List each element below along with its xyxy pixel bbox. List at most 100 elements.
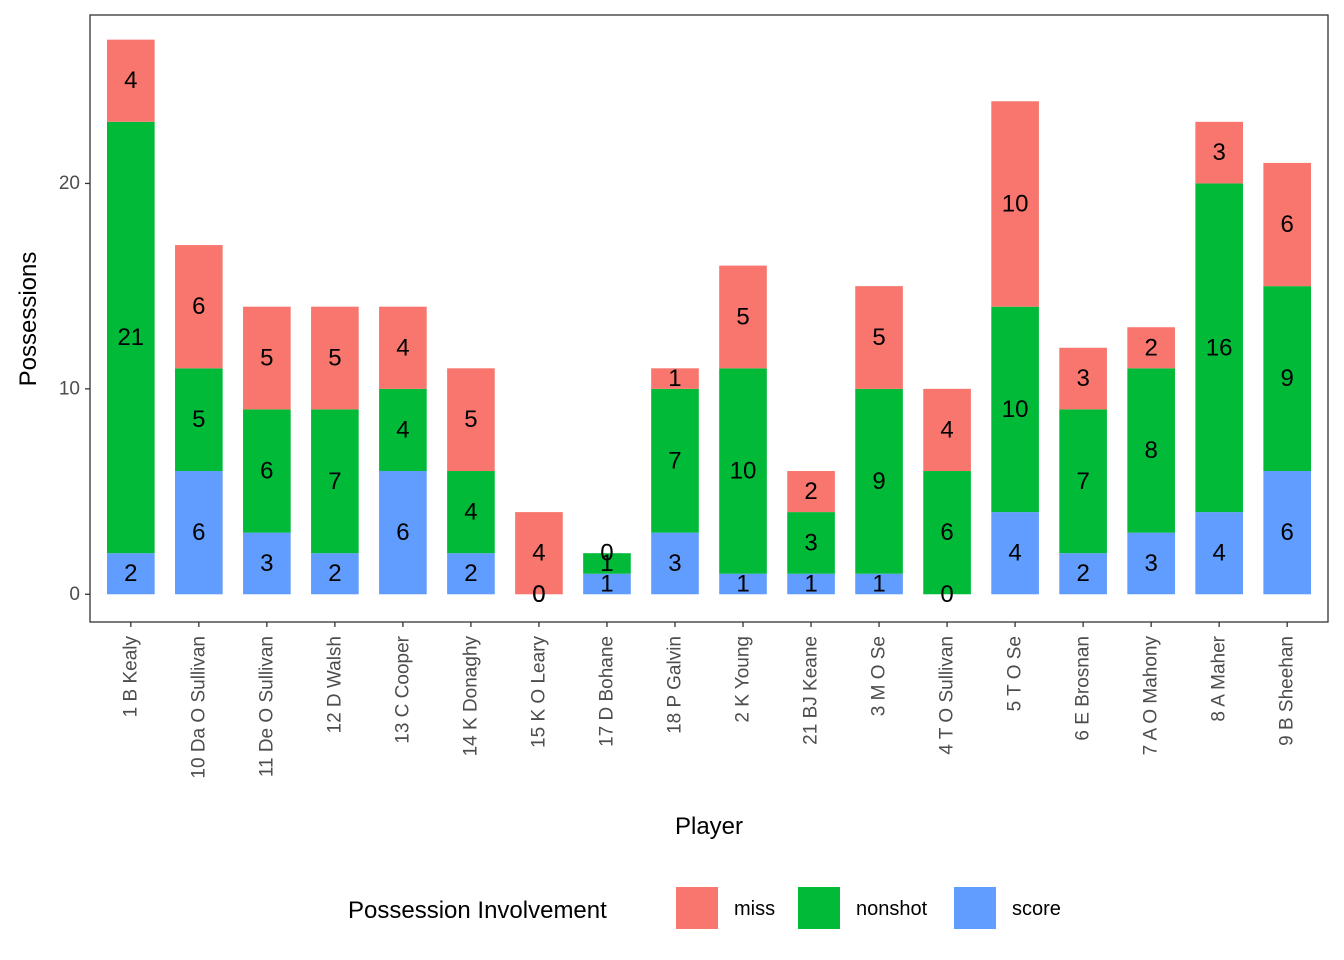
bar-nonshot [1127,368,1175,533]
legend-key-score [954,887,996,929]
bar-label-nonshot: 6 [260,458,273,485]
x-axis-title: Player [675,813,743,840]
bar-label-nonshot: 21 [117,324,144,351]
bar-score [379,471,427,595]
bar-nonshot [991,306,1039,513]
bar-label-score: 4 [1212,540,1225,567]
x-tick-label: 14 K Donaghy [460,636,481,757]
bar-label-nonshot: 5 [192,406,205,433]
x-tick-label: 5 T O Se [1005,636,1026,711]
bar-label-nonshot: 7 [1076,468,1089,495]
legend-key-miss [676,887,718,929]
bar-miss [107,39,155,122]
bar-miss [651,368,699,389]
bar-score [1059,553,1107,595]
bar-miss [719,265,767,369]
legend-key-nonshot [798,887,840,929]
bar-label-score: 2 [328,560,341,587]
bar-label-miss: 10 [1002,190,1029,217]
bar-label-score: 4 [1008,540,1021,567]
bar-score [855,573,903,595]
bar-label-score: 6 [396,519,409,546]
bar-label-nonshot: 1 [600,550,613,577]
y-tick-label: 10 [59,378,80,399]
bar-score [651,532,699,595]
x-tick-label: 13 C Cooper [392,635,413,743]
bar-label-miss: 0 [600,540,613,567]
bar-label-miss: 4 [940,416,953,443]
bar-label-nonshot: 9 [872,468,885,495]
bar-score [583,573,631,595]
x-tick-label: 17 D Bohane [596,636,617,747]
bar-label-nonshot: 9 [1281,365,1294,392]
bar-label-score: 2 [1076,560,1089,587]
bar-score [1263,471,1311,595]
bar-score [719,573,767,595]
bar-miss [991,101,1039,307]
bar-nonshot [1059,409,1107,554]
bar-label-miss: 4 [532,540,545,567]
bar-label-score: 3 [668,550,681,577]
bar-label-nonshot: 16 [1206,334,1233,361]
bar-nonshot [311,409,359,554]
bar-nonshot [719,368,767,574]
bar-miss [515,512,563,595]
bar-label-miss: 5 [464,406,477,433]
bar-label-nonshot: 6 [940,519,953,546]
bar-label-score: 1 [872,571,885,598]
bar-nonshot [1195,183,1243,513]
x-tick-label: 18 P Galvin [664,636,685,734]
bar-label-miss: 3 [1212,139,1225,166]
bar-nonshot [243,409,291,533]
bar-score [1195,512,1243,595]
bar-label-nonshot: 10 [730,458,757,485]
bar-label-score: 1 [736,571,749,598]
bar-miss [1127,327,1175,369]
x-tick-label: 10 Da O Sullivan [188,636,209,779]
bar-label-score: 1 [804,571,817,598]
bar-label-score: 2 [464,560,477,587]
x-tick-label: 7 A O Mahony [1141,636,1162,756]
bar-miss [923,388,971,472]
x-tick-label: 9 B Sheehan [1277,636,1298,746]
bar-score [311,553,359,595]
bar-nonshot [107,121,155,554]
plot-panel [89,14,1329,623]
bar-label-score: 0 [940,581,953,608]
bar-label-nonshot: 7 [328,468,341,495]
bar-nonshot [651,388,699,533]
x-tick-label: 1 B Kealy [120,636,141,718]
y-axis: 0 10 20 [59,173,90,605]
bar-miss [1059,347,1107,410]
bar-score [1127,532,1175,595]
legend-label-score: score [1012,898,1061,920]
legend-title: Possession Involvement [348,897,607,924]
bar-label-miss: 5 [872,324,885,351]
bar-label-miss: 4 [124,67,137,94]
bar-label-miss: 6 [1281,211,1294,238]
bar-label-nonshot: 0 [532,581,545,608]
x-tick-label: 2 K Young [733,636,754,723]
bar-miss [243,306,291,410]
bar-nonshot [787,512,835,574]
bar-label-nonshot: 10 [1002,396,1029,423]
bar-miss [787,471,835,513]
bar-label-nonshot: 4 [464,499,477,526]
bar-score [991,512,1039,595]
x-axis: 1 B Kealy 10 Da O Sullivan 11 De O Sulliva… [120,622,1298,779]
bar-miss [175,245,223,369]
bar-nonshot [583,553,631,574]
bar-label-score: 6 [192,519,205,546]
bar-score [243,532,291,595]
bar-label-miss: 4 [396,334,409,361]
bar-label-miss: 2 [804,478,817,505]
bar-label-miss: 3 [1076,365,1089,392]
bar-label-miss: 1 [668,365,681,392]
x-tick-label: 3 M O Se [869,636,890,716]
bar-label-score: 3 [1144,550,1157,577]
bar-nonshot [379,388,427,472]
bar-label-score: 2 [124,560,137,587]
bar-label-miss: 6 [192,293,205,320]
bar-label-score: 6 [1281,519,1294,546]
